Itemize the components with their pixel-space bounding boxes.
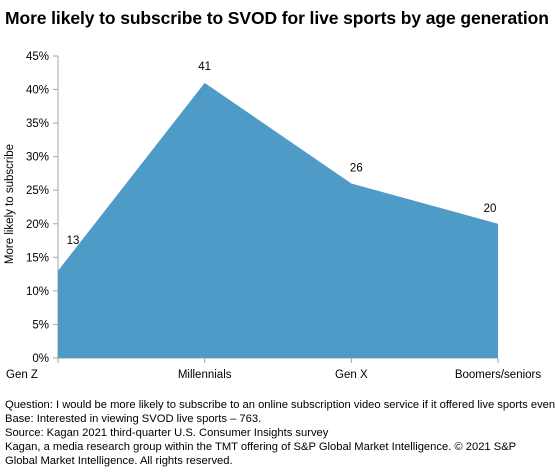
y-tick-label: 45% — [26, 51, 49, 63]
x-tick-label: Boomers/seniors — [455, 369, 542, 381]
note-copyright-cont: Global Market Intelligence. All rights r… — [5, 455, 233, 467]
y-tick-label: 15% — [26, 252, 49, 264]
data-label: 26 — [350, 163, 363, 175]
note-source: Source: Kagan 2021 third-quarter U.S. Co… — [5, 427, 329, 439]
y-tick-label: 30% — [26, 152, 49, 164]
y-tick-label: 35% — [26, 118, 49, 130]
area-series — [58, 82, 498, 358]
note-copyright: Kagan, a media research group within the… — [5, 441, 517, 453]
y-tick-label: 0% — [32, 353, 49, 365]
x-tick-label: Gen X — [335, 369, 368, 381]
y-tick-label: 40% — [26, 85, 49, 97]
note-base: Base: Interested in viewing SVOD live sp… — [5, 413, 262, 425]
chart-notes: Question: I would be more likely to subs… — [5, 398, 555, 468]
y-tick-label: 25% — [26, 185, 49, 197]
data-label: 41 — [198, 61, 211, 73]
y-tick-label: 10% — [26, 286, 49, 298]
y-axis-label: More likely to subscribe — [4, 144, 16, 264]
y-tick-label: 20% — [26, 219, 49, 231]
chart-title: More likely to subscribe to SVOD for liv… — [5, 8, 549, 28]
x-axis: Gen Z Millennials Gen X Boomers/seniors — [6, 357, 542, 381]
note-question: Question: I would be more likely to subs… — [5, 399, 555, 411]
y-tick-label: 5% — [32, 319, 49, 331]
y-axis: 0% 5% 10% 15% 20% 25% 30% 35% 40% 45% — [26, 51, 59, 365]
x-tick-label: Millennials — [178, 369, 232, 381]
data-label: 20 — [484, 203, 497, 215]
data-label: 13 — [67, 235, 80, 247]
x-tick-label: Gen Z — [6, 369, 38, 381]
data-labels: 13 41 26 20 — [67, 61, 497, 247]
series-area — [58, 82, 498, 358]
